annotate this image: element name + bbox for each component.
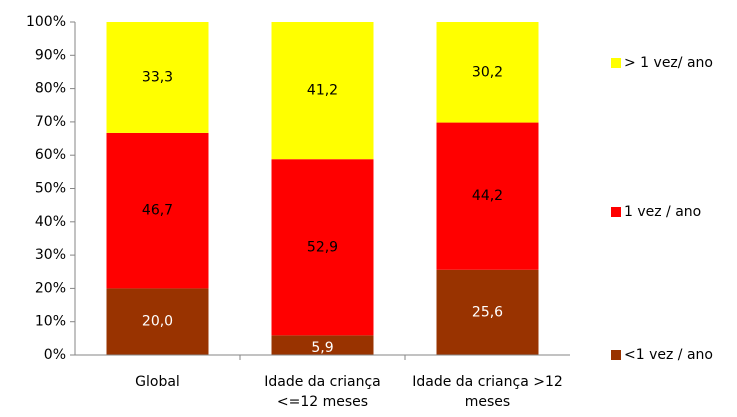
x-tick-label: Idade da criança <=12 meses	[264, 374, 381, 410]
y-tick-label: 20%	[35, 280, 66, 296]
y-tick-label: 40%	[35, 214, 66, 230]
data-label: 5,9	[311, 340, 333, 356]
legend-label: 1 vez / ano	[624, 204, 701, 220]
data-label: 44,2	[472, 188, 503, 204]
x-tick-label: Global	[135, 374, 180, 390]
data-label: 20,0	[142, 314, 173, 330]
data-label: 33,3	[142, 69, 173, 85]
bar-segment	[271, 159, 374, 336]
bar-segment	[436, 122, 539, 270]
y-tick-label: 60%	[35, 147, 66, 163]
legend-swatch	[611, 350, 621, 360]
data-label: 30,2	[472, 64, 503, 80]
x-tick-label: Idade da criança >12 meses	[412, 374, 563, 410]
bar-segment	[106, 288, 209, 355]
bar-segment	[106, 132, 209, 289]
data-label: 52,9	[307, 239, 338, 255]
y-tick-label: 90%	[35, 47, 66, 63]
bar-segment	[271, 335, 374, 355]
bar-segment	[271, 22, 374, 160]
y-tick-label: 70%	[35, 114, 66, 130]
data-label: 46,7	[142, 203, 173, 219]
data-label: 41,2	[307, 83, 338, 99]
legend-swatch	[611, 207, 621, 217]
data-label: 25,6	[472, 304, 503, 320]
y-tick-label: 80%	[35, 81, 66, 97]
y-tick-label: 30%	[35, 247, 66, 263]
y-tick-label: 10%	[35, 314, 66, 330]
bar-segment	[436, 22, 539, 123]
legend-swatch	[611, 58, 621, 68]
y-tick-label: 50%	[35, 181, 66, 197]
legend-label: <1 vez / ano	[624, 347, 713, 363]
legend-label: > 1 vez/ ano	[624, 55, 713, 71]
y-tick-label: 0%	[44, 347, 66, 363]
y-tick-label: 100%	[26, 14, 66, 30]
bar-segment	[106, 22, 209, 133]
bar-segment	[436, 269, 539, 355]
